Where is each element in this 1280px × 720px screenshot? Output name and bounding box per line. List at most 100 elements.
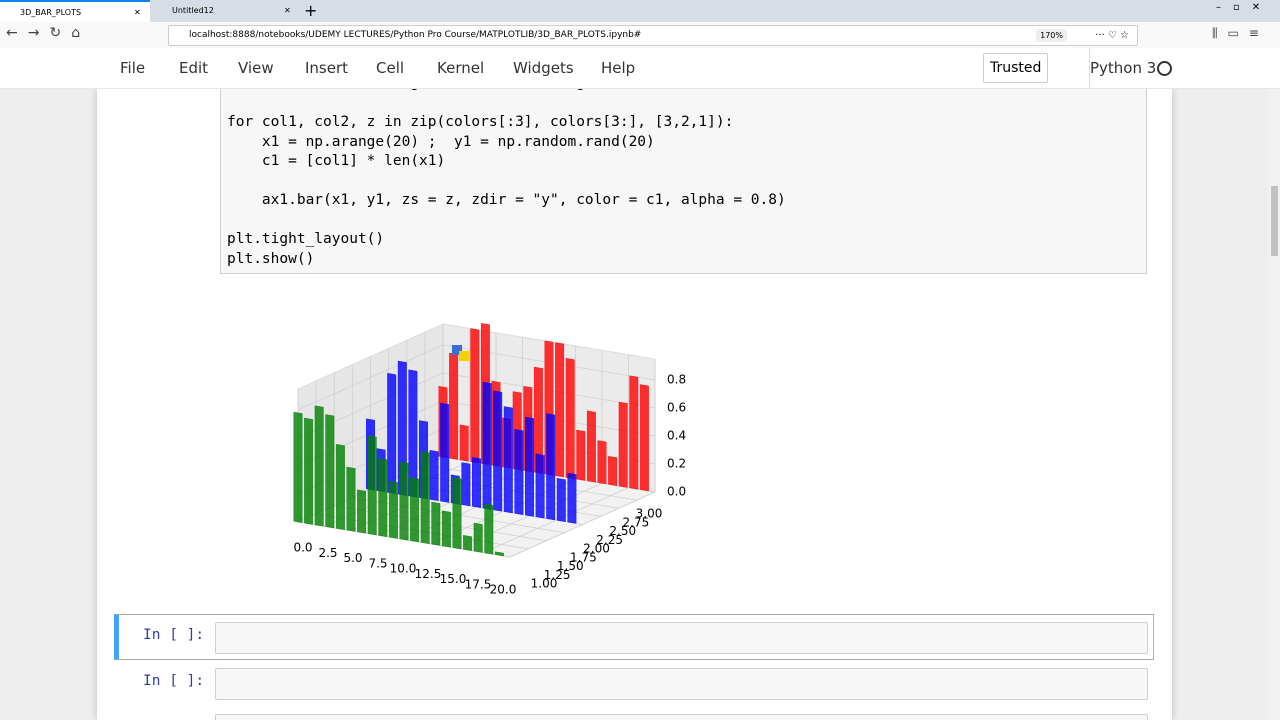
menu-item[interactable]: Insert xyxy=(305,59,349,77)
bar xyxy=(452,477,462,550)
bar xyxy=(463,535,473,551)
menu-item[interactable]: Widgets xyxy=(513,59,574,77)
tab-strip: 3D_BAR_PLOTS ✕ Untitled12 ✕ + –▫✕ xyxy=(0,0,1280,22)
grid-line xyxy=(297,344,444,411)
y-tick-label: 3.00 xyxy=(636,507,663,521)
code-line: for col1, col2, z in zip(colors[:3], col… xyxy=(227,114,734,130)
x-tick-label: 17.5 xyxy=(465,577,492,591)
bar xyxy=(567,472,577,524)
bar xyxy=(314,405,324,527)
y-tick-label: 1.75 xyxy=(570,550,597,564)
kernel-status xyxy=(1157,61,1172,76)
bar xyxy=(449,352,459,460)
selected-cell[interactable] xyxy=(114,614,1154,660)
y-tick-label: 1.25 xyxy=(544,568,571,582)
bar xyxy=(441,510,451,548)
url: localhost:8888/notebooks/UDEMY LECTURES/… xyxy=(189,30,642,40)
code-cell[interactable]: colors = ['r', 'b', 'g', 'm', 'c', 'oran… xyxy=(220,88,1147,274)
bar xyxy=(367,435,377,536)
bar xyxy=(618,401,628,488)
bar xyxy=(514,429,524,515)
code-block: for col1, col2, z in zip(colors[:3], col… xyxy=(227,113,1140,172)
bar xyxy=(440,402,450,503)
cursor xyxy=(452,345,462,355)
kernel-name: Python 3 xyxy=(1089,48,1156,88)
toolbar-icons[interactable]: ⫼▭≡ xyxy=(1212,26,1269,40)
cursor xyxy=(459,351,469,361)
trusted-button[interactable]: Trusted xyxy=(983,53,1049,83)
tab-title: 3D_BAR_PLOTS xyxy=(20,8,82,17)
bar xyxy=(576,429,586,481)
menu-item[interactable]: Kernel xyxy=(437,59,485,77)
bar xyxy=(556,478,566,522)
new-tab[interactable]: + xyxy=(304,1,318,20)
bar xyxy=(304,417,314,525)
scroll-thumb[interactable] xyxy=(1271,186,1278,256)
z-tick-label: 0.0 xyxy=(667,485,686,499)
bar xyxy=(493,390,503,512)
code-line: plt.show() xyxy=(227,250,315,267)
bar xyxy=(503,406,513,514)
code-line: ax1.bar(x1, y1, zs = z, zdir = "y", colo… xyxy=(227,192,786,208)
notebook-menubar: File Edit View Insert Cell Kernel Widgets Help T… xyxy=(0,48,1280,89)
bar xyxy=(473,522,483,553)
code-line: c1 = [col1] * len(x1) xyxy=(227,153,446,169)
menu-item[interactable]: Edit xyxy=(179,59,209,77)
bar xyxy=(565,358,575,479)
bar xyxy=(535,453,545,519)
bar xyxy=(346,466,356,532)
window-controls[interactable]: –▫✕ xyxy=(1216,2,1273,13)
y-tick-label: 1.50 xyxy=(557,559,584,573)
tab[interactable]: 3D_BAR_PLOTS ✕ xyxy=(0,0,150,22)
page-actions[interactable]: ··· ♡ ☆ xyxy=(1095,30,1129,41)
z-tick-label: 0.4 xyxy=(667,429,686,443)
x-tick-label: 7.5 xyxy=(368,556,387,570)
x-tick-label: 0.0 xyxy=(293,541,312,555)
bar xyxy=(525,416,534,517)
tab-title: Untitled12 xyxy=(172,6,214,15)
menu-item[interactable]: Cell xyxy=(376,59,405,77)
bar xyxy=(388,480,398,539)
bar xyxy=(378,458,388,537)
bar xyxy=(357,489,367,534)
scrollbar[interactable] xyxy=(1268,88,1280,720)
z-tick-label: 0.2 xyxy=(667,457,686,471)
code-block: plt.tight_layout() plt.show() xyxy=(227,230,1140,269)
bar xyxy=(482,381,492,510)
bar xyxy=(335,444,345,530)
bar xyxy=(484,503,494,555)
menu-item[interactable]: Help xyxy=(601,59,636,77)
y-tick-label: 2.50 xyxy=(609,524,636,538)
x-tick-label: 2.5 xyxy=(318,546,337,560)
bar xyxy=(461,462,471,507)
bar xyxy=(586,410,596,483)
url-bar[interactable]: localhost:8888/notebooks/UDEMY LECTURES/… xyxy=(168,25,1138,46)
x-tick-label: 10.0 xyxy=(390,562,417,576)
x-tick-label: 20.0 xyxy=(490,583,517,597)
cell-input[interactable] xyxy=(215,622,1148,654)
code-block: ax1.bar(x1, y1, zs = z, zdir = "y", colo… xyxy=(227,191,1140,211)
plot: 0.0 2.5 5.0 7.5 10.012.515.017.520.0 1.001.25… xyxy=(293,323,686,597)
y-tick-label: 1.00 xyxy=(531,577,558,591)
bar xyxy=(431,501,441,546)
menu-item[interactable]: File xyxy=(120,59,146,77)
tab[interactable]: Untitled12 ✕ xyxy=(152,0,300,22)
menu-item[interactable]: View xyxy=(238,59,274,77)
close-icon[interactable]: ✕ xyxy=(284,6,291,15)
y-tick-label: 2.00 xyxy=(583,542,610,556)
notebook: colors = ['r', 'b', 'g', 'm', 'c', 'oran… xyxy=(0,88,1280,720)
bar xyxy=(639,384,649,492)
nav-buttons[interactable]: ←→↻⌂ xyxy=(6,25,91,41)
bar xyxy=(470,328,480,464)
code-line: plt.tight_layout() xyxy=(227,231,385,247)
close-icon[interactable]: ✕ xyxy=(134,8,141,17)
bar xyxy=(608,456,618,486)
bar xyxy=(420,451,430,544)
prompt: In [ ]: xyxy=(143,673,205,689)
x-tick-label: 12.5 xyxy=(415,567,442,581)
cell-input[interactable] xyxy=(215,714,1148,720)
zoom[interactable]: 170% xyxy=(1036,29,1067,42)
cell-input[interactable] xyxy=(215,668,1148,700)
code-block: colors = ['r', 'b', 'g', 'm', 'c', 'oran… xyxy=(227,88,1140,94)
